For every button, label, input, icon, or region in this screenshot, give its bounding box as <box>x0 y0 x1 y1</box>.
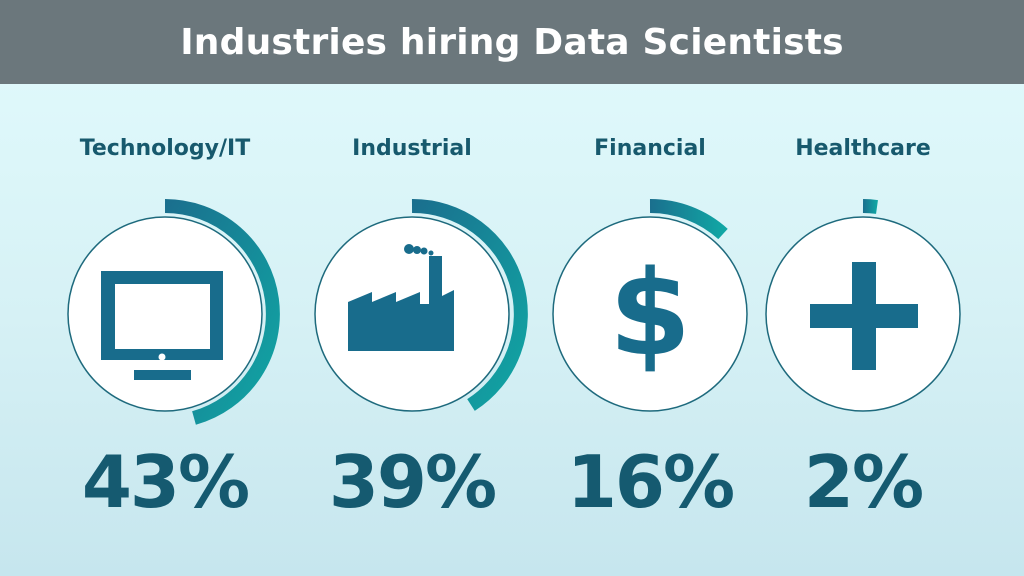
percent-value: 43% <box>81 440 250 524</box>
progress-arc <box>649 198 728 240</box>
industry-label: Healthcare <box>795 136 931 161</box>
monitor-icon <box>101 271 223 380</box>
factory-icon <box>348 244 454 351</box>
industry-industrial: Industrial 39% <box>292 84 532 576</box>
percent-value: 2% <box>803 440 924 524</box>
industry-technology: Technology/IT 43% <box>45 84 285 576</box>
dollar-icon: $ <box>609 244 691 382</box>
industry-label: Industrial <box>352 136 472 161</box>
percent-value: 39% <box>328 440 497 524</box>
progress-arc <box>411 198 528 411</box>
gauge-industrial <box>314 198 528 412</box>
header-bar: Industries hiring Data Scientists <box>0 0 1024 84</box>
progress-arc <box>164 199 280 425</box>
gauge-technology <box>67 199 280 425</box>
plus-icon <box>810 262 918 370</box>
industry-label: Technology/IT <box>79 136 251 161</box>
percent-value: 16% <box>566 440 735 524</box>
industry-label: Financial <box>594 136 706 161</box>
page-title: Industries hiring Data Scientists <box>180 21 844 63</box>
gauge-healthcare <box>765 199 961 412</box>
icon-circle <box>552 216 748 412</box>
industry-financial: Financial $ 16% <box>530 84 770 576</box>
progress-arc <box>862 199 878 214</box>
gauge-financial: $ <box>552 198 748 412</box>
industry-healthcare: Healthcare 2% <box>743 84 983 576</box>
